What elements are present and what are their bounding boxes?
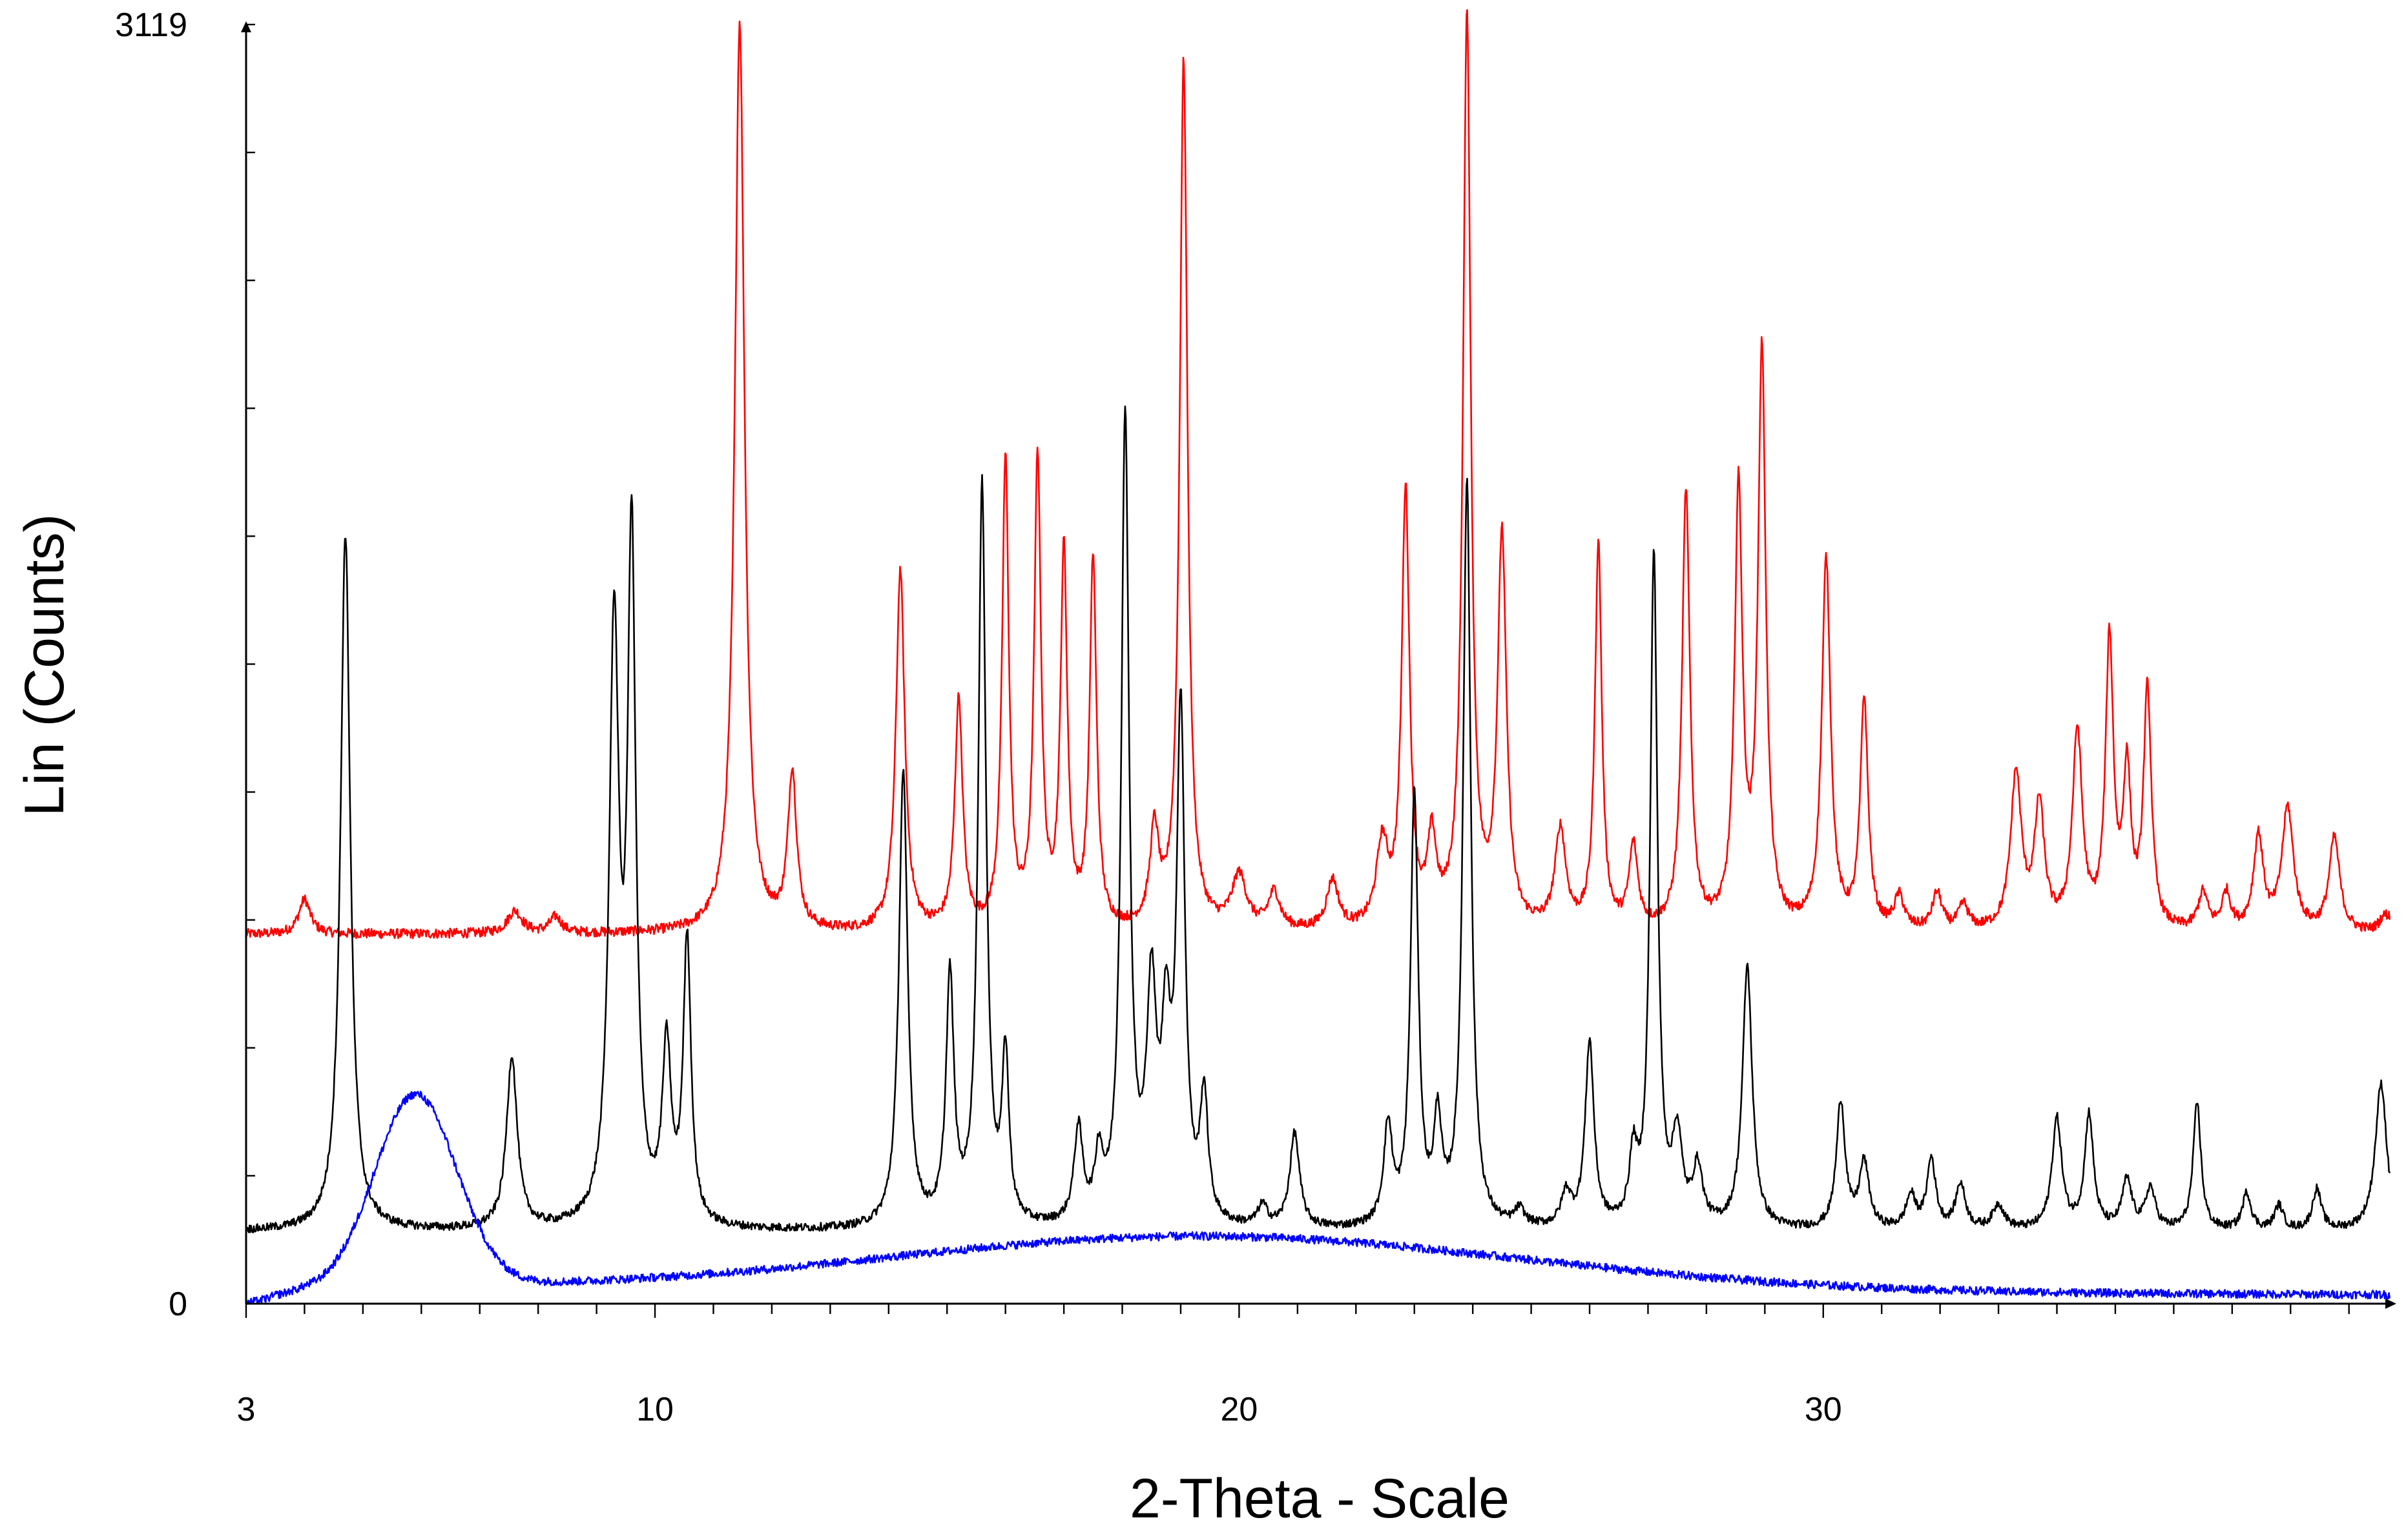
y-tick-label: 0 — [169, 1286, 187, 1323]
x-axis-title: 2-Theta - Scale — [1130, 1468, 1509, 1530]
x-tick-label: 3 — [237, 1391, 256, 1428]
x-tick-label: 10 — [636, 1391, 674, 1428]
series-line-3 — [245, 1091, 2390, 1305]
x-axis-arrow — [2385, 1299, 2396, 1309]
y-axis-title: Lin (Counts) — [14, 514, 76, 816]
series-line-2 — [245, 405, 2390, 1233]
series-layer — [245, 9, 2390, 1305]
ticks-layer — [245, 23, 2350, 1318]
x-tick-label: 20 — [1220, 1391, 1258, 1428]
series-line-1 — [245, 9, 2390, 939]
y-tick-label: 3119 — [115, 6, 187, 44]
axes-layer — [241, 21, 2396, 1309]
x-tick-label: 30 — [1805, 1391, 1842, 1428]
y-axis-arrow — [241, 21, 251, 32]
labels-layer: 3 10 20 30 0 3119 — [115, 6, 1842, 1428]
